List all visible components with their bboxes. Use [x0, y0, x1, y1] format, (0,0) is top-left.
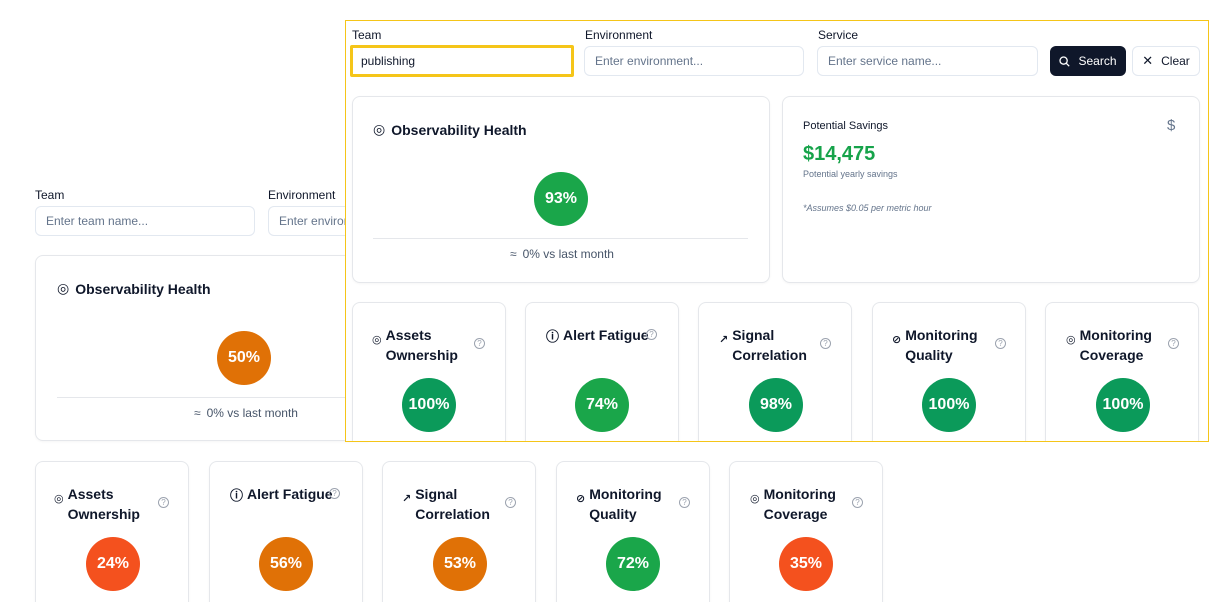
savings-subtitle: Potential yearly savings [803, 169, 898, 179]
health-score: 50% [217, 331, 271, 385]
dollar-icon: $ [1167, 117, 1176, 134]
health-card: ◎ Observability Health 50% ≈ 0% vs last … [35, 255, 375, 441]
metric-title: ⊘ Monitoring Quality [576, 486, 662, 522]
metric-card-monitoring-quality: ⊘ Monitoring Quality ? 72% [556, 461, 710, 602]
check-circle-icon: ⊘ [892, 334, 902, 346]
target-icon: ◎ [373, 121, 386, 137]
team-input[interactable] [350, 45, 574, 77]
environment-input[interactable] [584, 46, 804, 76]
check-circle-icon: ⊘ [576, 493, 586, 505]
metric-title: ⓘ Alert Fatigue [230, 484, 333, 506]
savings-title: Potential Savings [803, 120, 888, 132]
trend-up-icon: ↗ [402, 493, 412, 505]
team-label: Team [35, 188, 65, 202]
alert-circle-icon: ⓘ [546, 329, 560, 344]
metric-title: ◎ Assets Ownership [372, 327, 458, 363]
foreground-dashboard-panel: Team Environment Service Search ✕ Clear … [345, 20, 1209, 442]
metric-card-signal-correlation: ↗ Signal Correlation ? 53% [382, 461, 536, 602]
metric-title: ↗ Signal Correlation [719, 327, 807, 363]
metric-score: 56% [259, 537, 313, 591]
metric-title: ◎ Assets Ownership [54, 486, 140, 522]
metric-score: 24% [86, 537, 140, 591]
metric-card-monitoring-coverage: ◎ Monitoring Coverage ? 100% [1045, 302, 1199, 441]
target-icon: ◎ [750, 493, 760, 505]
metric-title: ↗ Signal Correlation [402, 486, 490, 522]
metric-card-monitoring-quality: ⊘ Monitoring Quality ? 100% [872, 302, 1026, 441]
help-icon[interactable]: ? [820, 338, 831, 349]
health-trend: ≈ 0% vs last month [194, 406, 298, 420]
metric-score: 100% [402, 378, 456, 432]
approx-icon: ≈ [194, 406, 201, 420]
search-button[interactable]: Search [1050, 46, 1126, 76]
search-icon [1059, 55, 1071, 67]
help-icon[interactable]: ? [474, 338, 485, 349]
metric-score: 98% [749, 378, 803, 432]
alert-circle-icon: ⓘ [230, 488, 244, 503]
savings-card: Potential Savings $ $14,475 Potential ye… [782, 96, 1200, 283]
service-input[interactable] [817, 46, 1038, 76]
divider [373, 238, 748, 239]
close-icon: ✕ [1142, 53, 1154, 68]
metric-score: 53% [433, 537, 487, 591]
metric-score: 100% [922, 378, 976, 432]
metric-score: 72% [606, 537, 660, 591]
metric-card-alert-fatigue: ⓘ Alert Fatigue ? 74% [525, 302, 679, 441]
metric-score: 35% [779, 537, 833, 591]
environment-label: Environment [585, 28, 653, 42]
metric-card-assets-ownership: ◎ Assets Ownership ? 100% [352, 302, 506, 441]
service-label: Service [818, 28, 859, 42]
metric-title: ⊘ Monitoring Quality [892, 327, 978, 363]
metric-card-monitoring-coverage: ◎ Monitoring Coverage ? 35% [729, 461, 883, 602]
health-card: ◎ Observability Health 93% ≈ 0% vs last … [352, 96, 770, 283]
help-icon[interactable]: ? [158, 497, 169, 508]
clear-button[interactable]: ✕ Clear [1132, 46, 1200, 76]
target-icon: ◎ [54, 493, 64, 505]
trend-up-icon: ↗ [719, 334, 729, 346]
metric-title: ◎ Monitoring Coverage [1066, 327, 1152, 363]
environment-label: Environment [268, 188, 336, 202]
metric-title: ◎ Monitoring Coverage [750, 486, 836, 522]
help-icon[interactable]: ? [995, 338, 1006, 349]
health-title: ◎ Observability Health [373, 121, 527, 138]
team-input[interactable] [35, 206, 255, 236]
help-icon[interactable]: ? [679, 497, 690, 508]
metric-score: 74% [575, 378, 629, 432]
target-icon: ◎ [1066, 334, 1076, 346]
health-score: 93% [534, 172, 588, 226]
divider [57, 397, 374, 398]
metric-title: ⓘ Alert Fatigue [546, 325, 649, 347]
approx-icon: ≈ [510, 247, 517, 261]
health-trend: ≈ 0% vs last month [510, 247, 614, 261]
savings-note: *Assumes $0.05 per metric hour [803, 203, 932, 213]
help-icon[interactable]: ? [1168, 338, 1179, 349]
target-icon: ◎ [57, 280, 70, 296]
help-icon[interactable]: ? [329, 488, 340, 499]
help-icon[interactable]: ? [505, 497, 516, 508]
metric-card-signal-correlation: ↗ Signal Correlation ? 98% [698, 302, 852, 441]
help-icon[interactable]: ? [646, 329, 657, 340]
metric-card-assets-ownership: ◎ Assets Ownership ? 24% [35, 461, 189, 602]
metric-card-alert-fatigue: ⓘ Alert Fatigue ? 56% [209, 461, 363, 602]
health-title: ◎ Observability Health [57, 280, 211, 297]
metric-score: 100% [1096, 378, 1150, 432]
target-icon: ◎ [372, 334, 382, 346]
savings-amount: $14,475 [803, 143, 876, 165]
team-label: Team [352, 28, 382, 42]
help-icon[interactable]: ? [852, 497, 863, 508]
